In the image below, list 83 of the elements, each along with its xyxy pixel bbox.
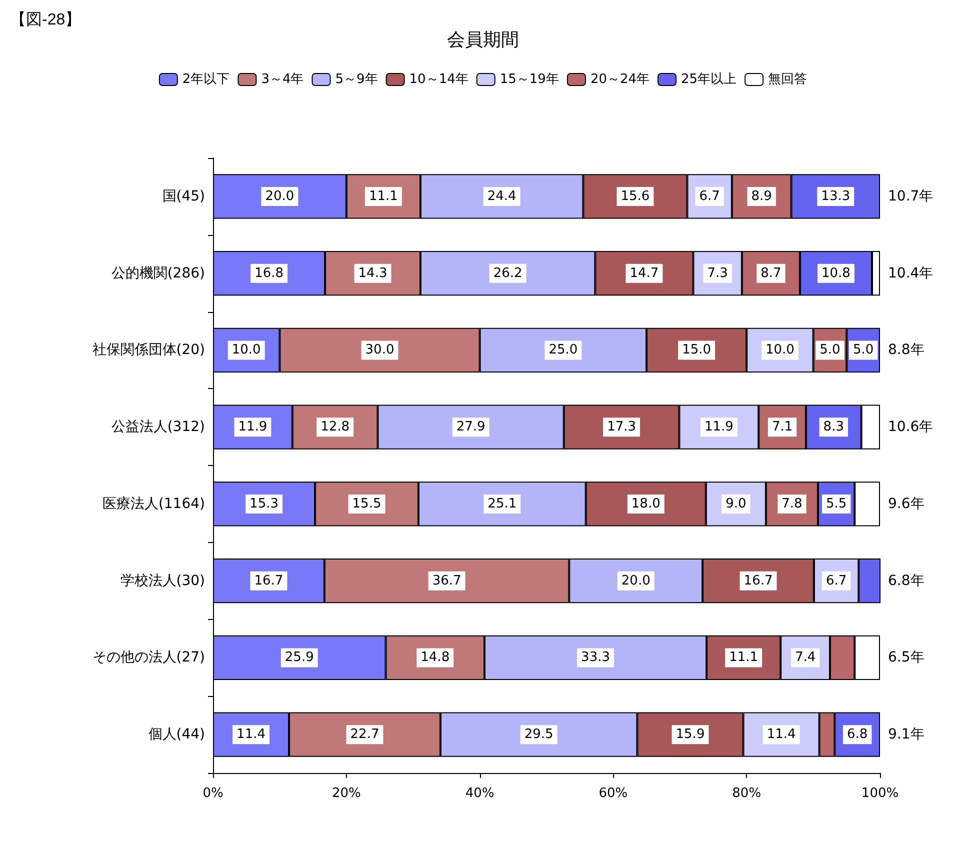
data-label: 24.4 [487,188,516,204]
y-tick-label: 社保関係団体(20) [92,342,205,358]
legend-label: 10～14年 [409,72,468,87]
data-label: 15.0 [682,342,712,358]
data-label: 5.0 [820,342,840,358]
data-label: 10.0 [765,342,794,358]
data-label: 17.3 [607,420,636,435]
data-label: 14.3 [358,266,388,281]
legend-label: 5～9年 [335,72,378,87]
data-label: 8.7 [760,266,782,281]
data-label: 25.0 [548,342,578,358]
data-label: 8.3 [823,420,844,435]
text: 9.6年 [888,496,924,512]
text: 8.8年 [888,342,924,358]
data-label: 10.8 [822,266,850,281]
y-tick-label: 個人(44) [148,726,205,743]
data-label: 6.7 [699,188,720,204]
data-label: 9.0 [726,496,746,512]
legend-label: 25年以上 [681,72,737,87]
chart-title: 会員期間 [447,30,519,50]
data-label: 20.0 [265,188,294,204]
legend-label: 無回答 [768,72,808,87]
text: 10.7年 [888,188,934,204]
text: 6.8年 [888,572,924,589]
y-tick-label: 学校法人(30) [120,572,205,589]
text: 9.1年 [888,726,924,743]
data-label: 7.8 [782,496,802,512]
data-label: 11.1 [729,650,758,666]
x-tick-label: 100% [861,786,899,801]
data-label: 10.0 [232,342,261,358]
data-label: 8.9 [751,188,772,204]
data-label: 29.5 [524,727,554,742]
data-label: 7.3 [707,266,728,281]
data-label: 6.8 [846,727,868,742]
data-label: 13.3 [821,188,850,204]
data-label: 7.4 [794,650,816,666]
data-label: 15.6 [620,188,650,204]
data-label: 11.9 [238,420,268,435]
text: 10.4年 [888,265,934,282]
data-label: 15.9 [676,727,705,742]
data-label: 12.8 [320,420,350,435]
text: 10.6年 [888,419,934,436]
data-label: 14.7 [630,266,659,281]
data-label: 11.9 [704,420,734,435]
data-label: 15.3 [250,496,278,512]
y-tick-label: その他の法人(27) [92,650,205,666]
x-tick-label: 80% [732,786,762,801]
data-label: 11.4 [236,727,266,742]
data-label: 16.8 [254,266,284,281]
data-label: 33.3 [581,650,610,666]
data-label: 25.1 [488,496,517,512]
text: 6.5年 [888,650,924,666]
legend-label: 15～19年 [500,72,559,87]
data-label: 16.7 [254,573,284,588]
legend-label: 3～4年 [261,72,304,87]
x-tick-label: 60% [598,786,628,801]
data-label: 30.0 [365,342,394,358]
x-tick-label: 40% [465,786,494,801]
data-label: 7.1 [772,420,793,435]
data-label: 11.4 [766,727,796,742]
y-tick-label: 医療法人(1164) [102,496,205,512]
y-tick-label: 国(45) [162,188,205,204]
data-label: 14.8 [420,650,450,666]
legend-label: 2年以下 [182,72,230,87]
data-label: 5.5 [826,496,847,512]
x-tick-label: 20% [332,786,361,801]
data-label: 26.2 [493,266,522,281]
data-label: 18.0 [631,496,660,512]
legend-label: 20～24年 [590,72,650,87]
x-tick-label: 0% [202,786,224,801]
data-label: 27.9 [456,420,486,435]
data-label: 15.5 [352,496,382,512]
data-label: 22.7 [350,727,380,742]
data-label: 11.1 [368,188,398,204]
data-label: 16.7 [744,573,773,588]
data-label: 20.0 [621,573,650,588]
data-label: 25.9 [284,650,314,666]
data-label: 36.7 [432,573,462,588]
y-tick-label: 公的機関(286) [111,265,205,282]
data-label: 6.7 [826,573,847,588]
text: 【図-28】 [10,10,82,28]
y-tick-label: 公益法人(312) [111,419,205,436]
data-label: 5.0 [852,342,874,358]
